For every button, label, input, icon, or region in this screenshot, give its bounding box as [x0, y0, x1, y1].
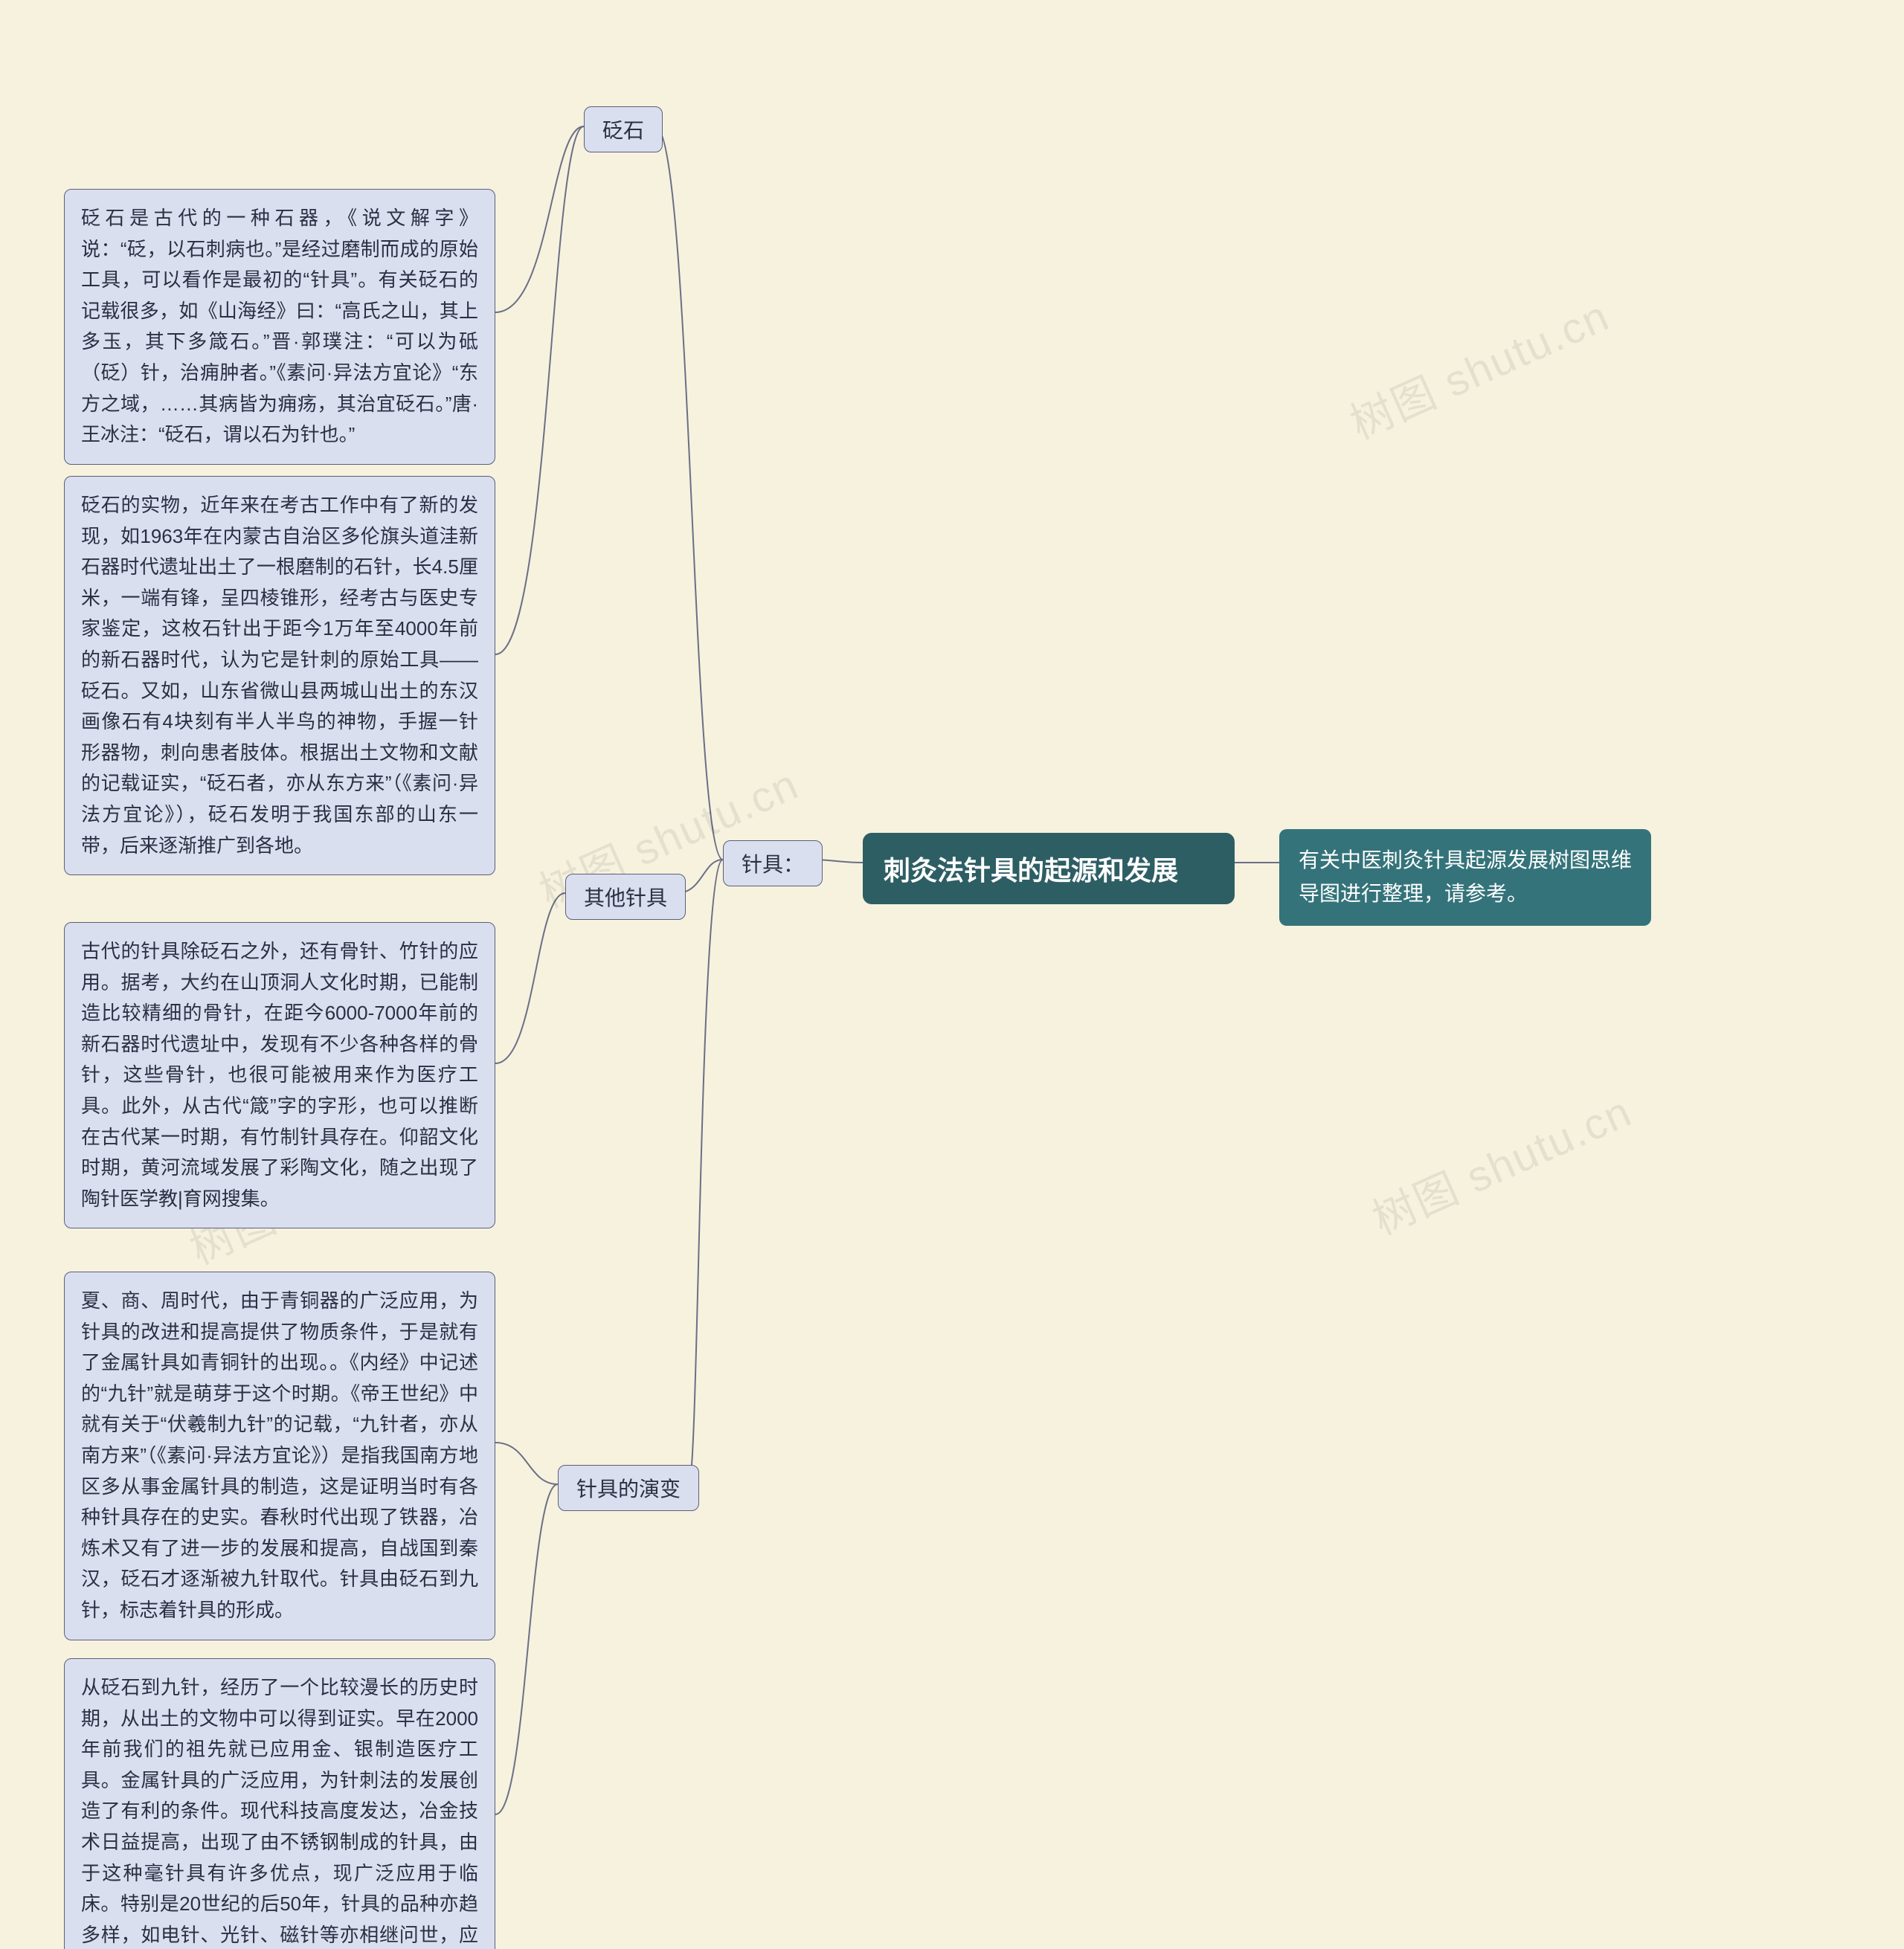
evolution-detail-1-node[interactable]: 夏、商、周时代，由于青铜器的广泛应用，为针具的改进和提高提供了物质条件，于是就有…: [64, 1272, 495, 1640]
watermark: 树图 shutu.cn: [1361, 1077, 1640, 1247]
evolution-label-node[interactable]: 针具的演变: [558, 1465, 699, 1511]
evolution-detail-2-node[interactable]: 从砭石到九针，经历了一个比较漫长的历史时期，从出土的文物中可以得到证实。早在20…: [64, 1658, 495, 1949]
other-tools-label-node[interactable]: 其他针具: [565, 874, 686, 920]
root-node[interactable]: 刺灸法针具的起源和发展: [863, 833, 1235, 904]
watermark: 树图 shutu.cn: [1339, 281, 1618, 451]
other-tools-detail-node[interactable]: 古代的针具除砭石之外，还有骨针、竹针的应用。据考，大约在山顶洞人文化时期，已能制…: [64, 922, 495, 1228]
summary-node[interactable]: 有关中医刺灸针具起源发展树图思维导图进行整理，请参考。: [1279, 829, 1651, 926]
needle-tools-node[interactable]: 针具：: [723, 840, 823, 886]
bian-stone-detail-2-node[interactable]: 砭石的实物，近年来在考古工作中有了新的发现，如1963年在内蒙古自治区多伦旗头道…: [64, 476, 495, 875]
bian-stone-detail-1-node[interactable]: 砭石是古代的一种石器，《说文解字》说：“砭，以石刺病也。”是经过磨制而成的原始工…: [64, 189, 495, 465]
bian-stone-label-node[interactable]: 砭石: [584, 106, 663, 152]
